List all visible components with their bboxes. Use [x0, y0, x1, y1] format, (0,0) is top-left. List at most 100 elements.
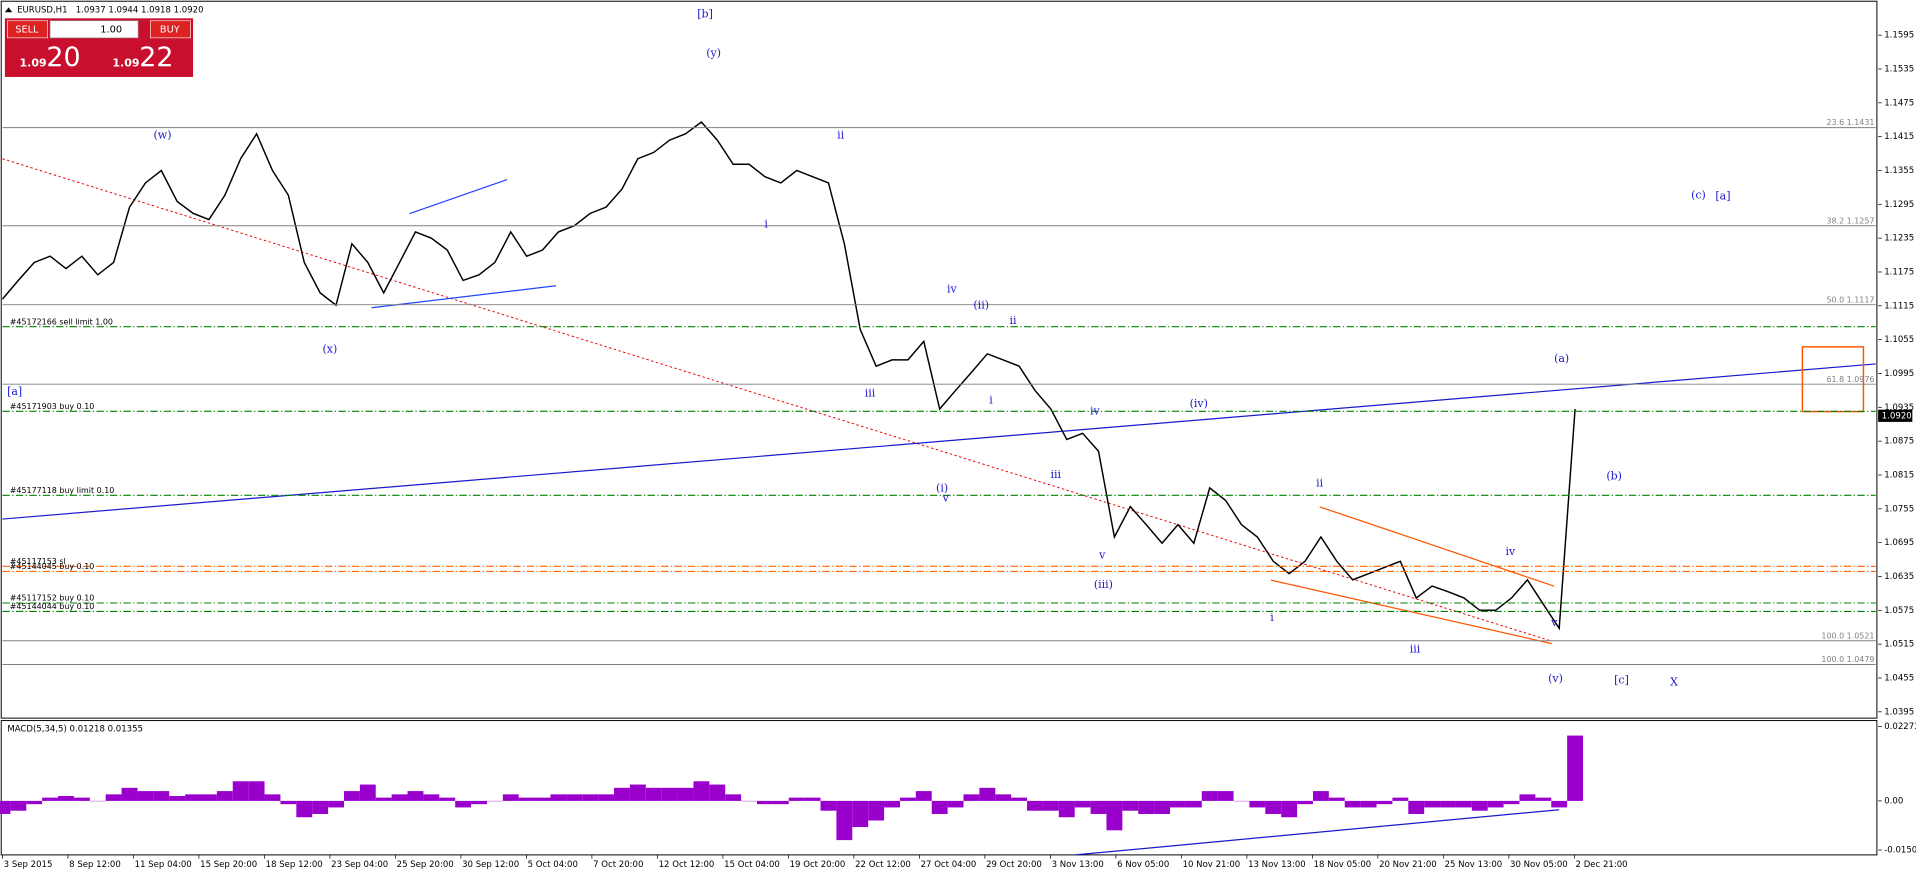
x-tick-label: 25 Sep 20:00 [397, 860, 454, 870]
wave-label: ii [837, 129, 845, 142]
macd-bar [296, 800, 313, 818]
buy-label: BUY [160, 24, 180, 35]
channel-line [1319, 506, 1555, 587]
macd-bar [201, 794, 217, 801]
wave-label: (y) [706, 47, 721, 60]
y-tick-label: 1.1535 [1884, 64, 1914, 74]
macd-bar [1281, 800, 1298, 818]
data-layer [0, 121, 1876, 841]
macd-bar [709, 784, 726, 801]
x-tick-label: 7 Oct 20:00 [593, 860, 643, 870]
sell-price-pips: 20 [46, 42, 80, 73]
macd-bar [1455, 800, 1472, 808]
y-tick-label: 0.02273 [1884, 722, 1916, 732]
macd-bar [1471, 800, 1488, 811]
macd-bar [343, 791, 360, 801]
macd-bar [407, 791, 424, 801]
macd-bar [1503, 800, 1520, 805]
macd-bar [788, 797, 805, 801]
wave-label: v [1098, 549, 1106, 562]
y-tick-label: 1.0635 [1884, 572, 1914, 582]
order-label: #45172166 sell limit 1.00 [10, 317, 113, 326]
macd-bar [1344, 800, 1361, 808]
macd-bar [1058, 800, 1075, 818]
order-label: #45117153 sl [10, 557, 66, 566]
macd-bar [375, 797, 392, 801]
macd-bar [1424, 800, 1441, 808]
macd-bar [1487, 800, 1504, 808]
macd-bar [1408, 800, 1425, 814]
buy-price-pips: 22 [139, 42, 173, 73]
macd-bar [153, 791, 170, 801]
macd-bar [868, 800, 885, 821]
lots-value: 1.00 [100, 24, 122, 35]
macd-bar [963, 794, 980, 801]
wave-label: iii [865, 386, 876, 399]
buy-button[interactable] [149, 20, 191, 39]
macd-bar [915, 791, 932, 801]
macd-bar [1011, 797, 1028, 801]
macd-bar [391, 794, 408, 801]
wave-label: iv [1090, 405, 1101, 418]
macd-bar [1122, 800, 1139, 811]
macd-bar [804, 797, 821, 801]
macd-bar [121, 787, 138, 801]
trend-line [371, 285, 557, 309]
order-label: #45171903 buy 0.10 [10, 402, 95, 411]
ohlc: 1.0937 1.0944 1.0918 1.0920 [76, 5, 204, 15]
main-frame [0, 0, 1878, 719]
fib-label: 61.8 1.0976 [1826, 375, 1874, 384]
wave-label: X [1670, 676, 1678, 689]
x-tick-label: 20 Nov 21:00 [1379, 860, 1437, 870]
macd-bar [1201, 791, 1218, 801]
macd-bar [756, 800, 773, 805]
macd-bar [629, 784, 646, 801]
sell-button[interactable] [7, 20, 48, 39]
wave-label: iii [1050, 468, 1061, 481]
y-tick-label: 1.0695 [1884, 538, 1914, 548]
wave-label: (x) [323, 342, 338, 355]
fib-label: 38.2 1.1257 [1826, 216, 1874, 225]
order-label: #45144044 buy 0.10 [10, 602, 95, 611]
x-tick-label: 11 Sep 04:00 [135, 860, 192, 870]
macd-bar [26, 800, 43, 805]
wave-label: (ii) [973, 298, 989, 311]
macd-bar [725, 794, 742, 801]
wave-label: (i) [936, 482, 948, 495]
macd-bar [1265, 800, 1282, 814]
macd-bar [169, 795, 186, 801]
order-label: #45117152 buy 0.10 [10, 594, 95, 603]
x-tick-label: 10 Nov 21:00 [1183, 860, 1241, 870]
x-tick-label: 23 Sep 04:00 [331, 860, 388, 870]
wave-label: v [942, 491, 950, 504]
collapse-icon[interactable] [4, 7, 13, 13]
macd-bar [677, 787, 694, 801]
macd-bar [455, 800, 472, 808]
y-tick-label: 1.1175 [1884, 267, 1914, 277]
macd-bar [820, 800, 837, 811]
x-tick-label: 22 Oct 12:00 [855, 860, 911, 870]
macd-title: MACD(5,34,5) 0.01218 0.01355 [7, 725, 143, 735]
y-tick-label: 1.1595 [1884, 31, 1914, 41]
macd-bar [550, 794, 567, 801]
macd-bar [248, 781, 265, 801]
wave-label: (v) [1548, 672, 1563, 685]
wave-label: (iii) [1094, 578, 1113, 591]
macd-bar [661, 787, 678, 801]
y-tick-label: 1.0575 [1884, 606, 1914, 616]
wave-label: ii [1316, 477, 1324, 490]
price-line [1, 121, 1576, 631]
macd-bar [1440, 800, 1456, 808]
annotations: [b] (y) (w) (x) [a] ii i iii iv v (ii) i… [7, 8, 1730, 689]
y-tick-label: 1.0815 [1884, 470, 1914, 480]
macd-bar [185, 794, 202, 801]
macd-bar [1519, 794, 1536, 801]
wave-label: [c] [1614, 673, 1629, 686]
macd-bar [1535, 797, 1552, 801]
lots-input[interactable] [49, 20, 139, 39]
macd-bar [645, 787, 662, 801]
wave-label: iii [1410, 643, 1421, 656]
macd-bar [216, 791, 233, 801]
y-tick-label: 1.1415 [1884, 132, 1914, 142]
macd-bar [312, 800, 329, 814]
